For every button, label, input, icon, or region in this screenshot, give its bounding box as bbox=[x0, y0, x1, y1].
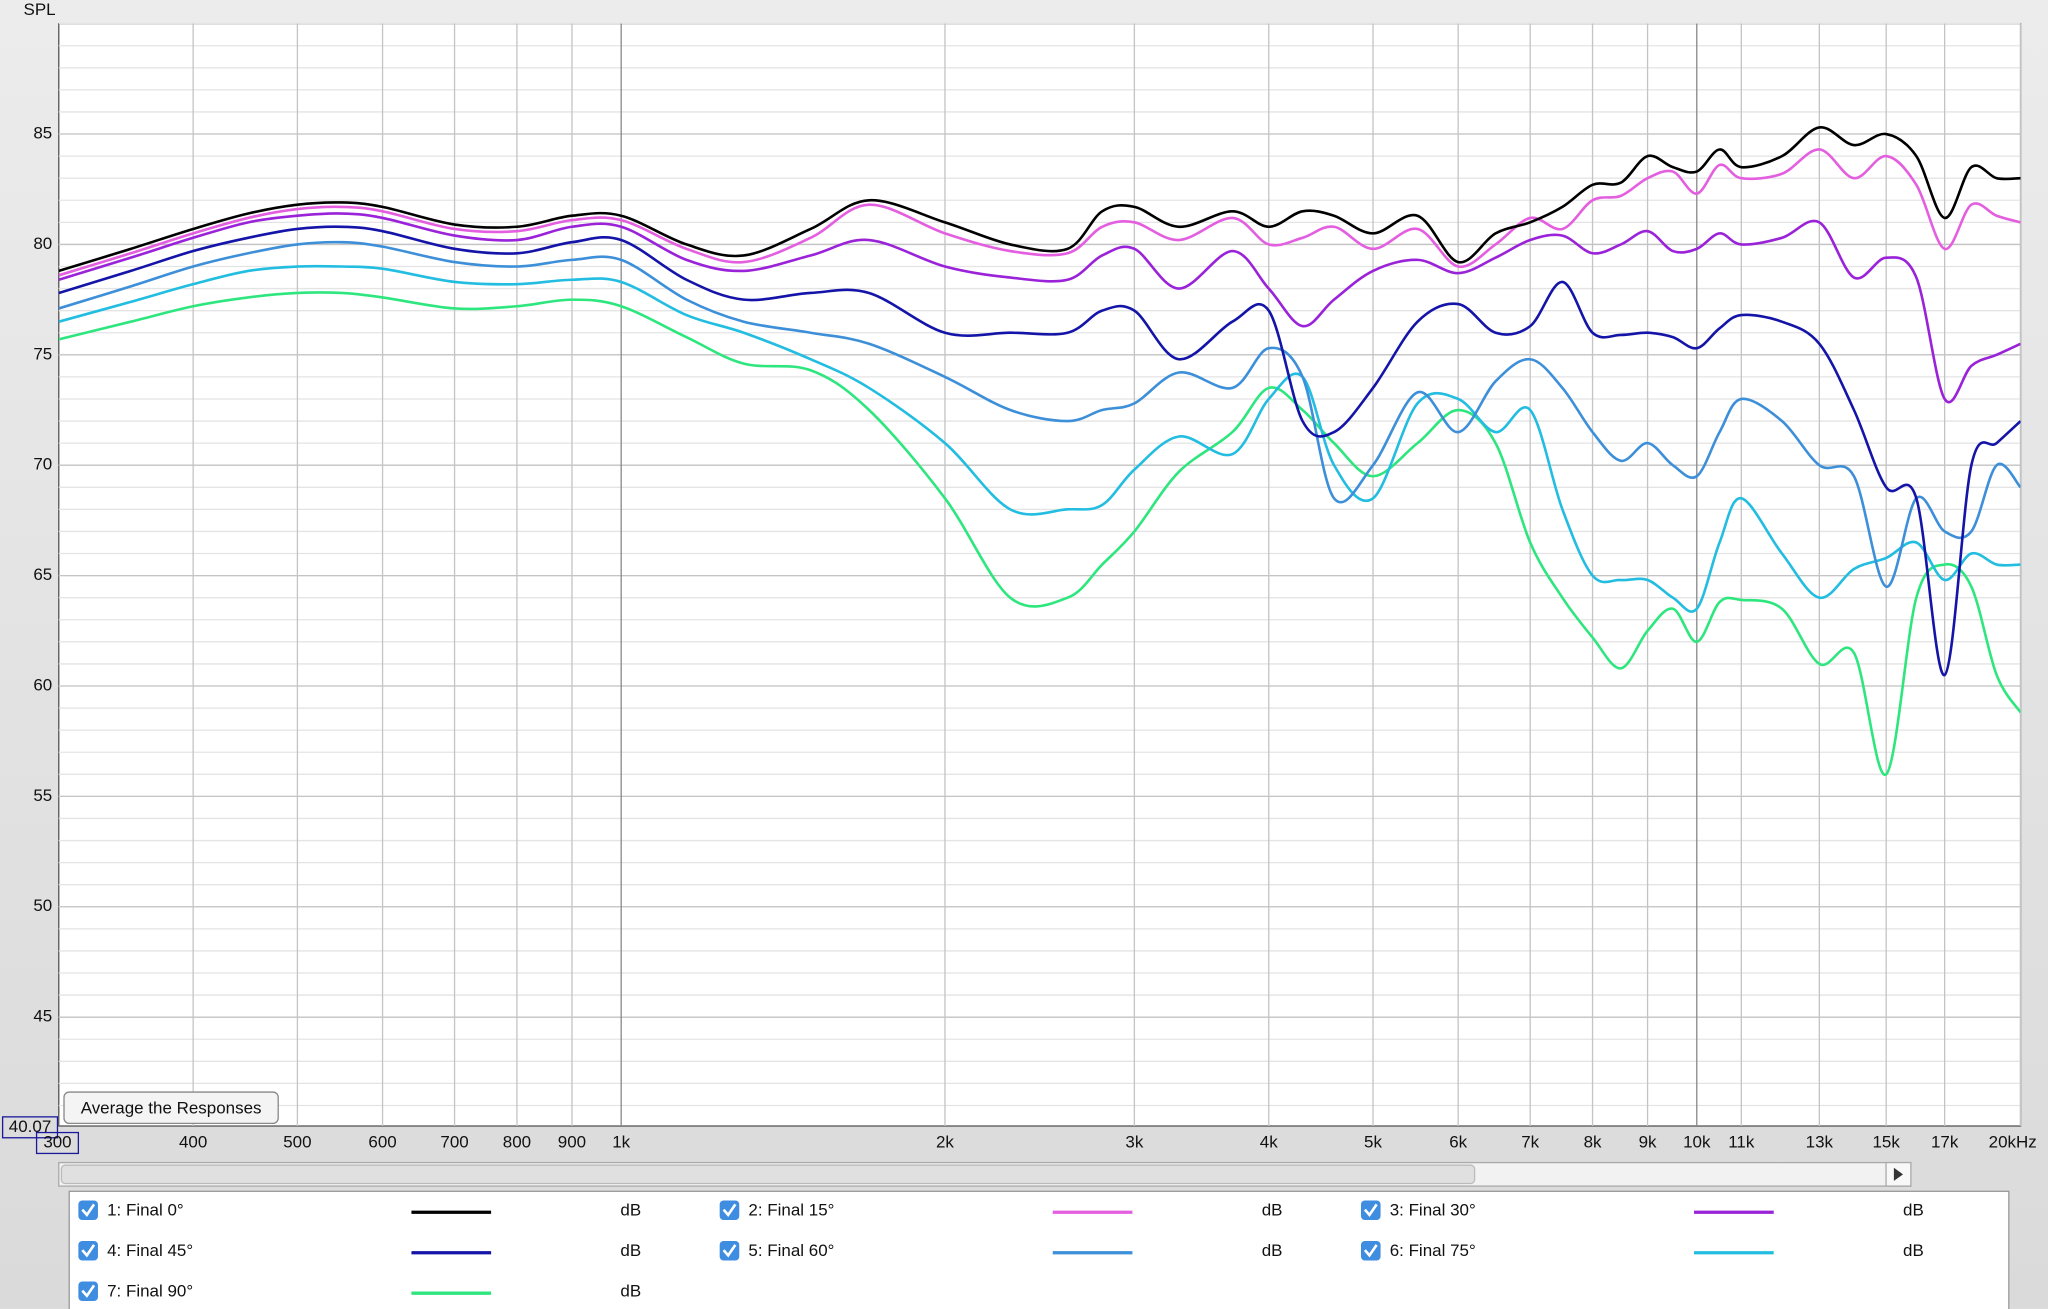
y-tick-label: 50 bbox=[33, 896, 52, 915]
x-tick-label: 11k bbox=[1728, 1132, 1755, 1151]
legend-unit: dB bbox=[1262, 1241, 1283, 1260]
x-tick-label: 13k bbox=[1806, 1132, 1834, 1151]
traces bbox=[58, 126, 2021, 776]
x-tick-label: 9k bbox=[1639, 1132, 1657, 1151]
legend-label: 6: Final 75° bbox=[1390, 1241, 1476, 1260]
legend-checkmark[interactable] bbox=[81, 1284, 96, 1298]
y-tick-label: 45 bbox=[33, 1007, 52, 1026]
legend-checkbox[interactable] bbox=[1360, 1200, 1381, 1221]
x-tick-label: 400 bbox=[179, 1132, 207, 1151]
legend-checkbox[interactable] bbox=[719, 1240, 740, 1261]
y-tick-label: 65 bbox=[33, 565, 52, 584]
x-tick-label: 600 bbox=[368, 1132, 396, 1151]
x-limit-box bbox=[35, 1131, 80, 1155]
x-tick-label: 7k bbox=[1521, 1132, 1539, 1151]
legend-unit: dB bbox=[620, 1281, 641, 1300]
x-tick-label: 5k bbox=[1364, 1132, 1382, 1151]
trace bbox=[58, 225, 2021, 677]
legend-checkmark[interactable] bbox=[81, 1203, 96, 1217]
legend: 1: Final 0° dB 2: Final 15° dB 3: Final 30° d… bbox=[78, 1200, 1924, 1302]
legend-checkbox[interactable] bbox=[78, 1240, 98, 1261]
legend-item[interactable]: 5: Final 60° dB bbox=[719, 1240, 1283, 1261]
legend-label: 2: Final 15° bbox=[748, 1200, 834, 1219]
scroll-arrow[interactable] bbox=[1893, 1167, 1904, 1181]
y-axis-label: SPL bbox=[24, 0, 56, 19]
x-tick-label: 800 bbox=[503, 1132, 531, 1151]
x-tick-label: 2k bbox=[936, 1132, 954, 1151]
legend-checkmark[interactable] bbox=[722, 1203, 737, 1217]
y-tick-label: 85 bbox=[33, 124, 52, 143]
x-tick-label: 700 bbox=[440, 1132, 468, 1151]
x-tick-label: 500 bbox=[283, 1132, 311, 1151]
button-label[interactable]: Average the Responses bbox=[81, 1099, 262, 1118]
legend-label: 3: Final 30° bbox=[1390, 1200, 1476, 1219]
trace bbox=[58, 148, 2021, 277]
legend-checkmark[interactable] bbox=[81, 1244, 96, 1258]
legend-unit: dB bbox=[1262, 1200, 1283, 1219]
legend-unit: dB bbox=[1903, 1241, 1924, 1260]
y-limit-box bbox=[1, 1116, 59, 1139]
x-tick-label: 4k bbox=[1260, 1132, 1278, 1151]
legend-checkbox[interactable] bbox=[78, 1200, 98, 1221]
average-button[interactable]: Average the Responses bbox=[63, 1091, 279, 1125]
legend-item[interactable]: 1: Final 0° dB bbox=[78, 1200, 641, 1221]
legend-checkmark[interactable] bbox=[1363, 1244, 1378, 1258]
legend-unit: dB bbox=[620, 1241, 641, 1260]
legend-unit: dB bbox=[1903, 1200, 1924, 1219]
legend-item[interactable]: 4: Final 45° dB bbox=[78, 1241, 641, 1261]
trace bbox=[58, 212, 2021, 404]
grid bbox=[58, 22, 2022, 1127]
x-tick-label: 900 bbox=[558, 1132, 586, 1151]
trace bbox=[58, 291, 2021, 776]
y-tick-label: 70 bbox=[33, 455, 52, 474]
x-tick-label: 3k bbox=[1125, 1132, 1143, 1151]
legend-item[interactable]: 3: Final 30° dB bbox=[1360, 1200, 1924, 1221]
legend-item[interactable]: 2: Final 15° dB bbox=[719, 1200, 1283, 1221]
legend-checkbox[interactable] bbox=[1360, 1240, 1381, 1261]
trace bbox=[58, 240, 2021, 588]
plot-area bbox=[58, 22, 2022, 1127]
x-tick-label: 1k bbox=[612, 1132, 630, 1151]
legend-item[interactable]: 6: Final 75° dB bbox=[1360, 1240, 1924, 1261]
trace bbox=[58, 126, 2021, 273]
legend-unit: dB bbox=[620, 1200, 641, 1219]
legend-label: 7: Final 90° bbox=[107, 1281, 193, 1300]
legend-checkbox[interactable] bbox=[78, 1281, 98, 1302]
legend-panel bbox=[68, 1190, 2010, 1309]
legend-checkmark[interactable] bbox=[722, 1244, 737, 1258]
x-tick-label: 300 bbox=[43, 1132, 71, 1151]
x-tick-label: 15k bbox=[1873, 1132, 1901, 1151]
x-tick-label: 20kHz bbox=[1989, 1132, 2037, 1151]
y-limit-label: 40.07 bbox=[9, 1117, 51, 1136]
y-tick-label: 75 bbox=[33, 344, 52, 363]
legend-label: 4: Final 45° bbox=[107, 1241, 193, 1260]
y-tick-label: 55 bbox=[33, 786, 52, 805]
y-tick-label: 80 bbox=[33, 234, 52, 253]
scroll-thumb[interactable] bbox=[60, 1164, 1476, 1185]
scrollbar[interactable] bbox=[58, 1161, 1912, 1187]
legend-label: 5: Final 60° bbox=[748, 1241, 834, 1260]
x-tick-label: 8k bbox=[1584, 1132, 1602, 1151]
x-tick-label: 17k bbox=[1931, 1132, 1959, 1151]
x-tick-label: 6k bbox=[1449, 1132, 1467, 1151]
x-tick-label: 10k bbox=[1683, 1132, 1711, 1151]
legend-checkmark[interactable] bbox=[1363, 1203, 1378, 1217]
legend-label: 1: Final 0° bbox=[107, 1200, 184, 1219]
legend-item[interactable]: 7: Final 90° dB bbox=[78, 1281, 641, 1302]
legend-checkbox[interactable] bbox=[719, 1200, 740, 1221]
y-tick-label: 60 bbox=[33, 675, 52, 694]
button-frame[interactable] bbox=[63, 1091, 279, 1125]
